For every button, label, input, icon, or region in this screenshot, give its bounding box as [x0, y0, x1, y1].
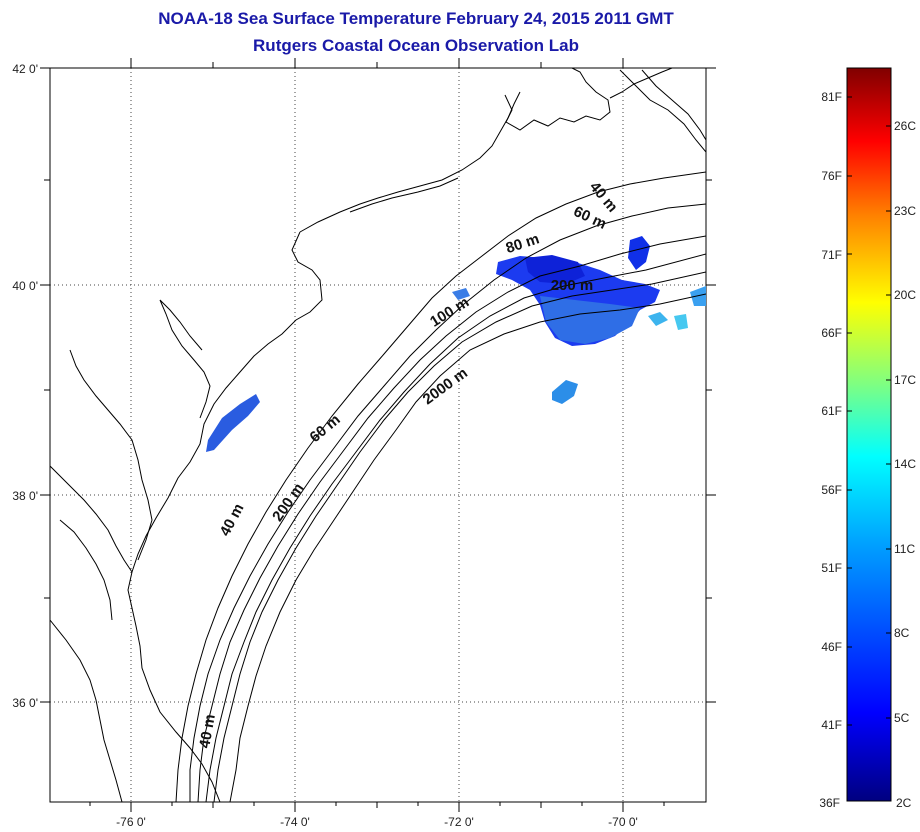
- sst-patch-warm-edge: [540, 296, 640, 344]
- colorbar-c-label: 20C: [894, 288, 916, 302]
- graticule: [50, 68, 706, 802]
- map-subtitle: Rutgers Coastal Ocean Observation Lab: [253, 36, 579, 55]
- long-island-south-shore: [349, 177, 459, 213]
- long-island-coast: [299, 91, 521, 233]
- colorbar-c-label: 14C: [894, 457, 916, 471]
- lat-tick-label: 40 0': [12, 279, 38, 293]
- lat-tick-label: 42 0': [12, 62, 38, 76]
- contour-80m: [197, 235, 706, 802]
- colorbar-c-label: 26C: [894, 119, 916, 133]
- colorbar-f-label: 61F: [821, 404, 842, 418]
- contour-gulf-of-maine-2: [641, 69, 706, 141]
- sst-patch-delaware-bay: [206, 394, 260, 452]
- colorbar-f-label: 81F: [821, 90, 842, 104]
- colorbar-c-label: 11C: [894, 542, 915, 556]
- contour-100m: [205, 253, 706, 802]
- colorbar-f-label: 51F: [821, 561, 842, 575]
- colorbar-ticks: [847, 96, 891, 726]
- lon-tick-label: -70 0': [608, 815, 638, 829]
- colorbar: [846, 67, 892, 802]
- gulf-of-maine-coast: [609, 68, 673, 99]
- tick-marks: [40, 58, 716, 812]
- colorbar-f-label: 46F: [821, 640, 842, 654]
- contour-40m: [175, 171, 706, 802]
- colorbar-c-label: 23C: [894, 204, 916, 218]
- colorbar-c-label: 17C: [894, 373, 916, 387]
- sst-patch-east-small: [648, 312, 668, 326]
- atlantic-coastline: [127, 231, 323, 802]
- contour-60m: [189, 203, 706, 802]
- delaware-bay-shore: [159, 299, 211, 419]
- colorbar-f-label: 71F: [821, 248, 842, 262]
- lat-tick-label: 38 0': [12, 489, 38, 503]
- sst-patch-small: [452, 288, 470, 300]
- sst-patch-offshore: [552, 380, 578, 404]
- sst-patch-core: [525, 255, 585, 284]
- map-frame: [49, 67, 707, 803]
- colorbar-celsius-labels: 26C 23C 20C 17C 14C 11C 8C 5C 2C: [894, 119, 916, 810]
- bathymetry-contours: [175, 69, 706, 802]
- sst-patch-east-tiny: [674, 314, 688, 330]
- sst-patch-north: [628, 236, 650, 270]
- map-title: NOAA-18 Sea Surface Temperature February…: [158, 9, 674, 28]
- chesapeake-east-shore: [69, 349, 153, 561]
- colorbar-f-label: 56F: [821, 483, 842, 497]
- colorbar-f-label: 36F: [819, 796, 840, 810]
- colorbar-fahrenheit-labels: 81F 76F 71F 66F 61F 56F 51F 46F 41F 36F: [819, 90, 842, 810]
- lat-tick-label: 36 0': [12, 696, 38, 710]
- coastline: [50, 68, 673, 802]
- colorbar-c-label: 8C: [894, 626, 910, 640]
- colorbar-c-label: 5C: [894, 711, 910, 725]
- colorbar-f-label: 76F: [821, 169, 842, 183]
- colorbar-f-label: 66F: [821, 326, 842, 340]
- sst-data-layer: [206, 236, 706, 452]
- contour-label: 40 m: [196, 713, 219, 750]
- lon-tick-label: -72 0': [444, 815, 474, 829]
- contour-200m: [213, 271, 706, 802]
- pamlico-shore: [50, 619, 123, 802]
- virginia-tidewater: [59, 519, 113, 621]
- colorbar-c-label: 2C: [896, 796, 912, 810]
- contour-gulf-of-maine: [619, 69, 706, 153]
- chesapeake-west-shore: [50, 465, 133, 573]
- cape-cod-coast: [504, 68, 611, 131]
- contour-label: 200 m: [551, 277, 594, 294]
- lon-tick-label: -76 0': [116, 815, 146, 829]
- lon-tick-label: -74 0': [280, 815, 310, 829]
- colorbar-f-label: 41F: [821, 718, 842, 732]
- contour-2000m: [229, 293, 706, 802]
